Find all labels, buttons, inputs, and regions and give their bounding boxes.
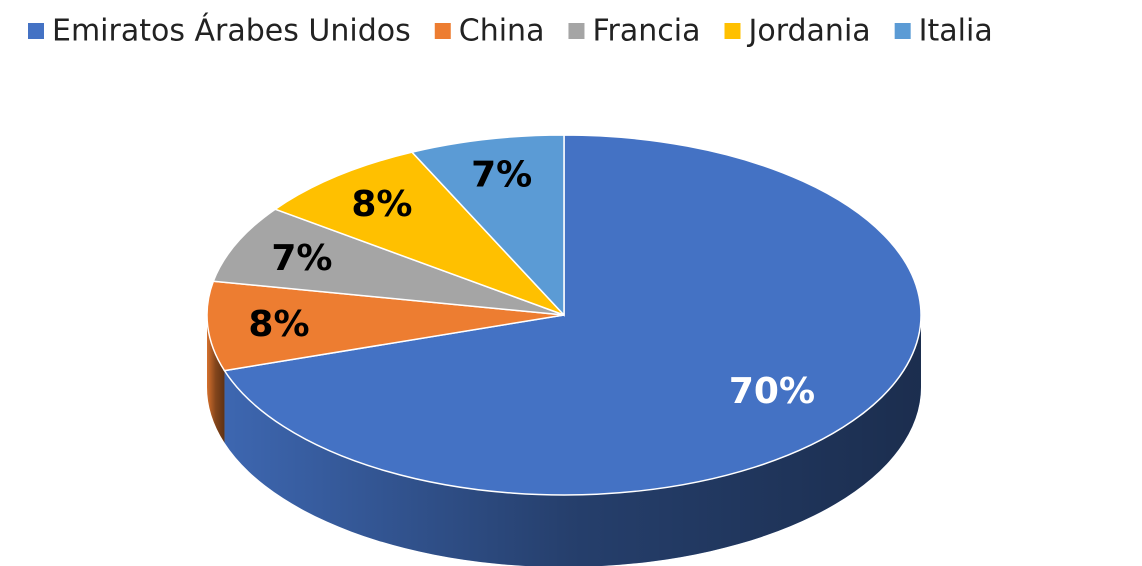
- pie-slice: [410, 134, 565, 317]
- legend-label: Francia: [592, 14, 700, 49]
- pie-side-shade: [207, 315, 225, 443]
- legend-swatch: [28, 23, 44, 39]
- legend-swatch: [568, 23, 585, 39]
- data-label: 7%: [271, 238, 332, 279]
- data-label: 70%: [729, 371, 815, 412]
- pie-slice: [206, 280, 565, 372]
- pie-slice: [212, 208, 565, 316]
- legend-label: Jordania: [747, 14, 871, 49]
- data-label: 7%: [471, 154, 532, 195]
- legend-swatch: [724, 23, 741, 39]
- pie-tops: [206, 134, 922, 496]
- data-label: 8%: [248, 304, 309, 345]
- legend-swatch: [434, 23, 451, 39]
- legend-swatch: [894, 23, 911, 39]
- data-labels: 70% 8% 7% 8% 7%: [248, 154, 815, 412]
- legend-label: China: [459, 14, 545, 49]
- pie-slice: [223, 134, 922, 496]
- legend-label: Emiratos Árabes Unidos: [52, 13, 411, 49]
- legend: Emiratos Árabes Unidos China Francia Jordan…: [28, 13, 993, 49]
- pie-side-shade: [224, 315, 921, 566]
- data-label: 8%: [351, 184, 412, 225]
- legend-label: Italia: [919, 14, 993, 49]
- pie-sides: [207, 315, 921, 566]
- pie-slice: [273, 151, 565, 316]
